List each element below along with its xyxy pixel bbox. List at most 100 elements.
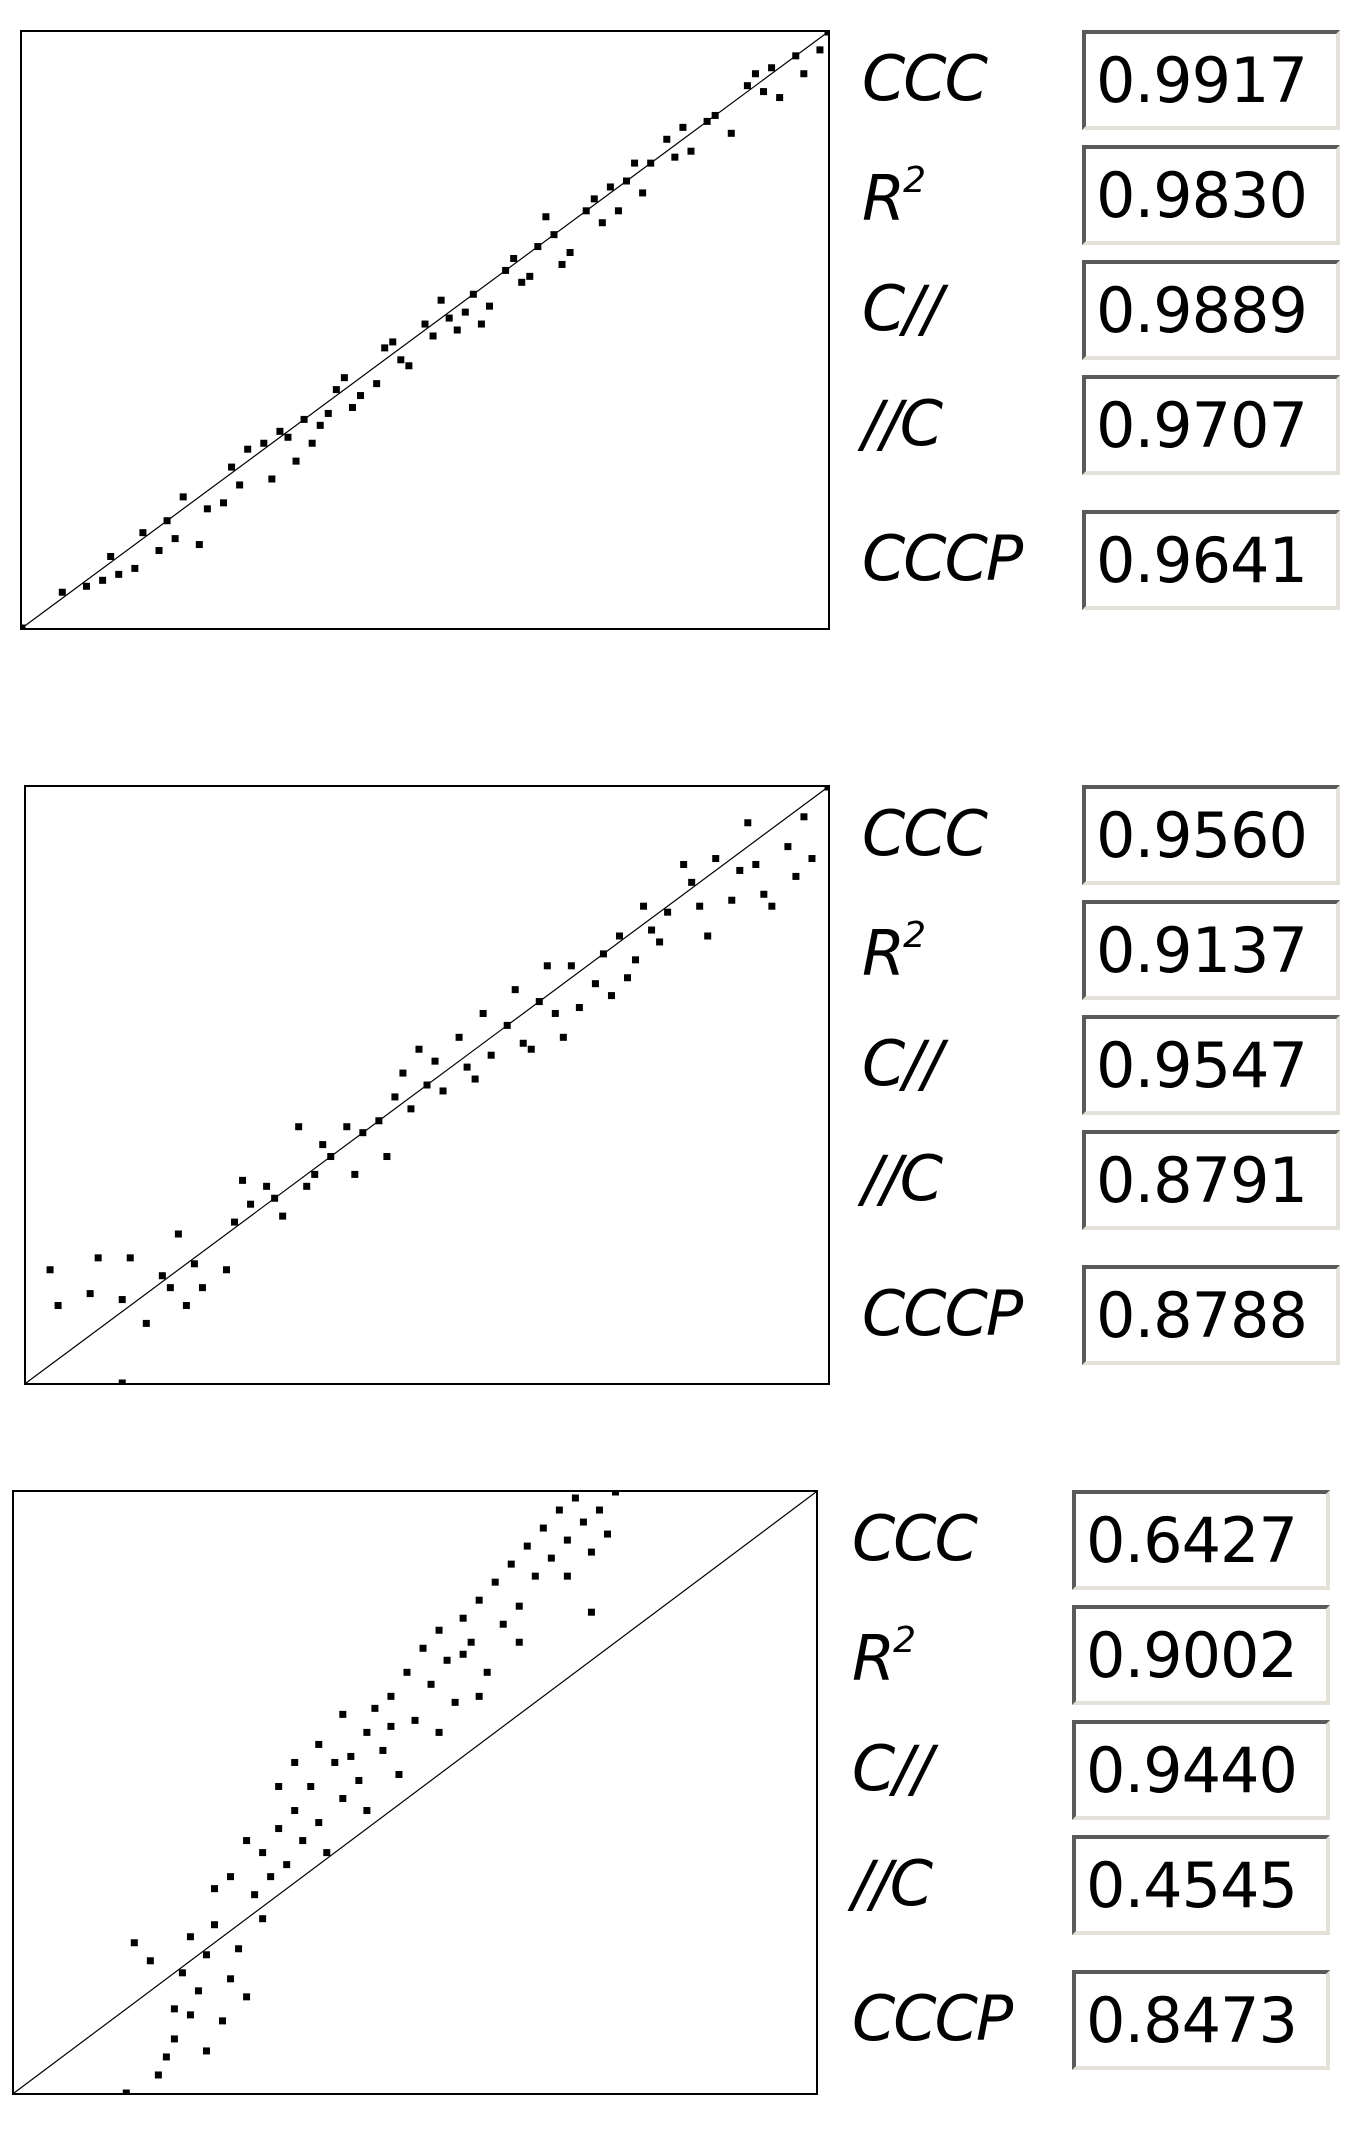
scatter-svg-3: [12, 1490, 818, 2095]
stat-value-field: 0.8788: [1082, 1265, 1340, 1365]
stat-label: CCCP: [852, 1988, 1013, 2050]
panel-1: CCC 0.9917 R2 0.9830 C// 0.9889 //C 0.9707 CCCP 0…: [0, 30, 1360, 690]
scatter-point: [539, 1524, 547, 1532]
scatter-point: [146, 1957, 154, 1965]
scatter-point: [347, 1752, 355, 1760]
panel-2: CCC 0.9560 R2 0.9137 C// 0.9547 //C 0.8791 CCCP 0…: [0, 785, 1360, 1445]
stat-label: R2: [852, 1623, 916, 1690]
stat-value-field: 0.9560: [1082, 785, 1340, 885]
stat-value: 0.9707: [1096, 389, 1308, 462]
scatter-point: [534, 243, 542, 251]
scatter-point: [663, 135, 671, 143]
stat-value: 0.9560: [1096, 799, 1308, 872]
scatter-point: [115, 570, 123, 578]
scatter-point: [268, 475, 276, 483]
scatter-point: [571, 1494, 579, 1502]
stat-label-text: CCC: [862, 42, 988, 115]
scatter-svg-2: [24, 785, 830, 1385]
scatter-point: [427, 1680, 435, 1688]
scatter-point: [357, 392, 365, 400]
scatter-point: [339, 1710, 347, 1718]
scatter-point: [499, 1620, 507, 1628]
stat-label: //C: [862, 393, 943, 455]
scatter-point: [186, 2011, 194, 2019]
stat-label-text: CCCP: [862, 1277, 1023, 1350]
scatter-point: [526, 272, 534, 280]
stat-value: 0.9917: [1096, 44, 1308, 117]
stat-label: CCCP: [862, 528, 1023, 590]
scatter-point: [648, 926, 656, 934]
scatter-point: [126, 1254, 134, 1262]
scatter-point: [263, 1182, 271, 1190]
scatter-plot-3: [12, 1490, 818, 2095]
scatter-point: [768, 64, 776, 72]
scatter-point: [139, 529, 147, 537]
scatter-point: [800, 70, 808, 78]
stat-label-text: //C: [862, 1142, 943, 1215]
scatter-point: [194, 1987, 202, 1995]
scatter-point: [319, 1141, 327, 1149]
stat-label: R2: [862, 160, 926, 230]
scatter-point: [228, 463, 236, 471]
scatter-point: [383, 1153, 391, 1161]
stat-label-superscript: 2: [903, 160, 926, 201]
scatter-point: [453, 326, 461, 334]
scatter-point: [260, 439, 268, 447]
scatter-point: [118, 1296, 126, 1304]
scatter-point: [275, 1825, 283, 1833]
scatter-point: [751, 70, 759, 78]
scatter-point: [566, 249, 574, 257]
stat-label-text: CCCP: [852, 1982, 1013, 2055]
scatter-point: [379, 1746, 387, 1754]
scatter-point: [163, 517, 171, 525]
scatter-point: [375, 1117, 383, 1125]
scatter-point: [752, 860, 760, 868]
scatter-point: [728, 896, 736, 904]
scatter-point: [612, 1490, 619, 1496]
scatter-point: [459, 1650, 467, 1658]
scatter-point: [311, 1170, 319, 1178]
scatter-point: [315, 1740, 323, 1748]
scatter-point: [308, 439, 316, 447]
stat-value-field: 0.8473: [1072, 1970, 1330, 2070]
stat-value: 0.8791: [1096, 1144, 1308, 1217]
scatter-point: [547, 1554, 555, 1562]
scatter-point: [744, 819, 752, 827]
scatter-point: [283, 1861, 291, 1869]
scatter-point: [703, 117, 711, 125]
scatter-point: [223, 1266, 230, 1274]
scatter-point: [236, 481, 244, 489]
identity-line: [13, 1491, 817, 2094]
scatter-point: [259, 1849, 267, 1857]
stat-value: 0.8788: [1096, 1279, 1308, 1352]
scatter-point: [332, 386, 340, 394]
scatter-point: [99, 576, 107, 584]
scatter-point: [664, 908, 672, 916]
scatter-point: [275, 1782, 283, 1790]
scatter-point: [451, 1698, 459, 1706]
scatter-point: [519, 1039, 527, 1047]
stat-label: //C: [852, 1853, 933, 1915]
scatter-point: [479, 1009, 487, 1017]
stat-label: CCC: [862, 803, 988, 865]
scatter-point: [598, 219, 606, 227]
scatter-point: [247, 1200, 255, 1208]
stat-value-field: 0.9830: [1082, 145, 1340, 245]
scatter-point: [220, 499, 227, 507]
scatter-point: [575, 1004, 583, 1012]
scatter-point: [824, 785, 830, 791]
scatter-point: [316, 421, 324, 429]
scatter-point: [461, 308, 469, 316]
stat-value: 0.4545: [1086, 1849, 1298, 1922]
scatter-point: [632, 956, 640, 964]
stat-value-field: 0.9707: [1082, 375, 1340, 475]
scatter-point: [219, 2017, 227, 2025]
stat-value-field: 0.4545: [1072, 1835, 1330, 1935]
scatter-point: [292, 457, 300, 465]
scatter-point: [327, 1153, 335, 1161]
scatter-point: [559, 1033, 567, 1041]
scatter-point: [259, 1915, 267, 1923]
scatter-point: [591, 980, 599, 988]
scatter-point: [515, 1638, 523, 1646]
scatter-point: [170, 2005, 178, 2013]
